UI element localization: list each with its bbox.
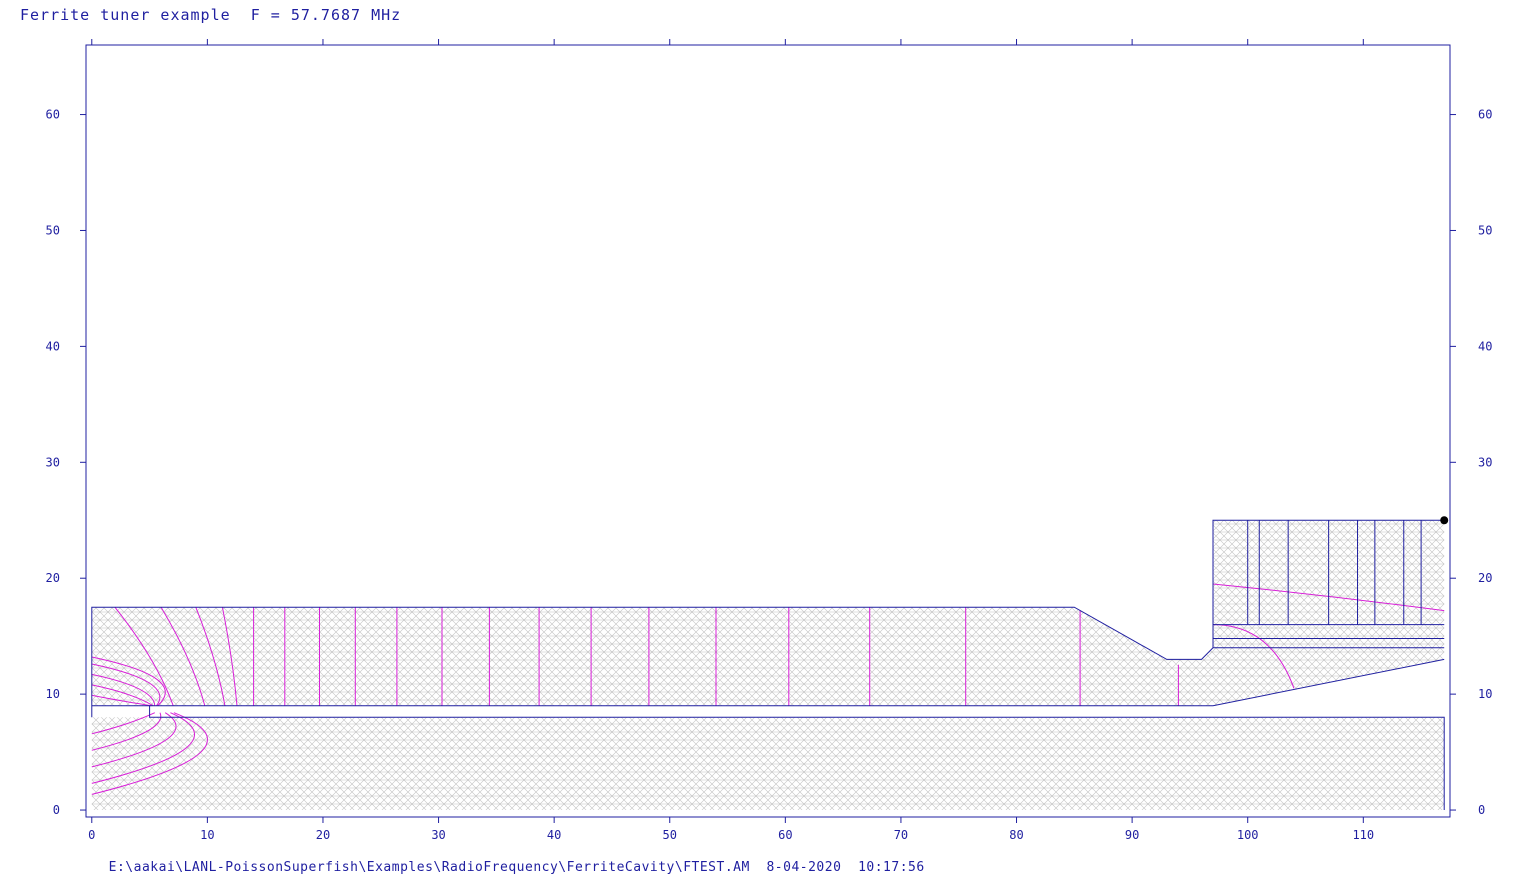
x-tick-label: 100 (1237, 828, 1259, 842)
x-tick-label: 50 (663, 828, 677, 842)
mesh-regions (91, 520, 1445, 810)
inner-conductor-top (91, 658, 1445, 707)
fringe-line-lower (91, 712, 208, 795)
field-line (221, 607, 238, 706)
y-tick-label-left: 50 (46, 223, 60, 237)
x-tick-label: 30 (431, 828, 445, 842)
x-tick-label: 40 (547, 828, 561, 842)
y-tick-label-left: 30 (46, 455, 60, 469)
region-boundaries (91, 519, 1445, 810)
beam-pipe-mesh (91, 717, 1445, 810)
y-tick-label-left: 60 (46, 108, 60, 122)
x-tick-label: 90 (1125, 828, 1139, 842)
plot-title: Ferrite tuner example F = 57.7687 MHz (20, 6, 402, 24)
x-tick-label: 80 (1009, 828, 1023, 842)
y-tick-label-right: 20 (1478, 571, 1492, 585)
fringe-line-upper (91, 684, 154, 707)
y-tick-label-left: 0 (53, 803, 60, 817)
x-tick-label: 60 (778, 828, 792, 842)
y-tick-label-right: 10 (1478, 687, 1492, 701)
y-tick-label-right: 40 (1478, 339, 1492, 353)
axis-ticks (80, 39, 1456, 823)
field-line (114, 606, 174, 706)
y-tick-label-right: 0 (1478, 803, 1485, 817)
fringe-line-lower (91, 712, 195, 784)
x-tick-label: 70 (894, 828, 908, 842)
footer-spacer-2 (841, 860, 858, 875)
y-tick-label-right: 50 (1478, 223, 1492, 237)
tuner-field-line (1213, 624, 1295, 689)
inner-conductor (149, 705, 1445, 718)
x-tick-label: 0 (88, 828, 95, 842)
fringe-line-upper (91, 694, 152, 707)
field-line (160, 606, 206, 706)
tuner-box (1212, 519, 1445, 648)
fringe-line-upper (91, 656, 166, 707)
footer-path: E:\aakai\LANL-PoissonSuperfish\Examples\… (108, 860, 750, 875)
file-footer: E:\aakai\LANL-PoissonSuperfish\Examples\… (92, 845, 925, 875)
footer-spacer-1 (750, 860, 767, 875)
y-tick-label-right: 60 (1478, 108, 1492, 122)
x-tick-label: 20 (316, 828, 330, 842)
inner-conductor-bottom (149, 705, 1445, 810)
plot-frame (85, 44, 1451, 818)
fringe-line-upper (91, 673, 156, 706)
y-tick-label-left: 40 (46, 339, 60, 353)
field-line (195, 607, 226, 706)
cavity-mesh (91, 520, 1445, 706)
footer-time: 10:17:56 (858, 860, 925, 875)
marker-point (1440, 516, 1449, 525)
y-tick-label-left: 20 (46, 571, 60, 585)
footer-date: 8-04-2020 (766, 860, 842, 875)
x-tick-label: 110 (1352, 828, 1374, 842)
y-tick-label-left: 10 (46, 687, 60, 701)
axis-tick-labels: 0 10 20 30 40 50 60 70 80 90 100 110 0 0 10 10 20 20 30 30 4… (46, 108, 1493, 842)
fringe-line-lower (91, 712, 177, 768)
y-tick-label-right: 30 (1478, 455, 1492, 469)
x-tick-label: 10 (200, 828, 214, 842)
fringe-line-upper (91, 663, 161, 707)
fringe-line-lower (91, 712, 162, 751)
